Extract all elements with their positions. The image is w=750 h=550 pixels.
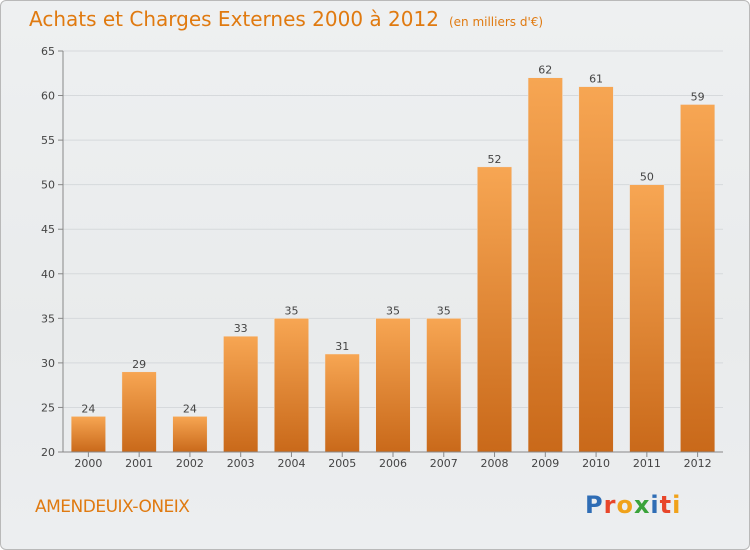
y-tick-label: 50	[41, 179, 55, 192]
chart-title: Achats et Charges Externes 2000 à 2012 (e…	[29, 7, 543, 31]
logo-letter: o	[616, 491, 634, 519]
x-tick-label-2011: 2011	[633, 457, 661, 470]
bar-2004	[273, 318, 309, 453]
x-tick-label-2008: 2008	[481, 457, 509, 470]
logo-letter: x	[633, 491, 651, 519]
data-label-2012: 59	[691, 90, 705, 103]
x-tick-label-2004: 2004	[277, 457, 305, 470]
chart-unit: (en milliers d'€)	[448, 15, 544, 29]
data-label-2002: 24	[183, 402, 197, 415]
x-tick-label-2012: 2012	[684, 457, 712, 470]
data-label-2008: 52	[488, 153, 502, 166]
y-tick-label: 35	[41, 312, 55, 325]
data-label-2006: 35	[386, 304, 400, 317]
x-tick-label-2010: 2010	[582, 457, 610, 470]
data-label-2009: 62	[538, 64, 552, 77]
bar-2007	[426, 318, 462, 453]
bar-2001	[121, 371, 157, 453]
x-tick-label-2000: 2000	[74, 457, 102, 470]
x-tick-label-2009: 2009	[531, 457, 559, 470]
bar-2012	[680, 104, 716, 453]
y-tick-label: 20	[41, 446, 55, 459]
data-label-2000: 24	[81, 402, 95, 415]
y-tick-label: 60	[41, 90, 55, 103]
data-labels: 24 29 24 33 35 31 35 35 52 62 61 50 59	[81, 64, 704, 416]
bar-2003	[223, 335, 259, 453]
y-tick-label: 25	[41, 401, 55, 414]
bar-2002	[172, 416, 208, 453]
data-label-2005: 31	[335, 340, 349, 353]
data-label-2001: 29	[132, 358, 146, 371]
x-tick-label-2002: 2002	[176, 457, 204, 470]
y-tick-label: 45	[41, 223, 55, 236]
proxiti-logo[interactable]: Proxiti	[585, 491, 681, 519]
bar-2006	[375, 318, 411, 453]
y-tick-label: 55	[41, 134, 55, 147]
data-label-2004: 35	[284, 304, 298, 317]
commune-name: AMENDEUIX-ONEIX	[35, 497, 190, 517]
x-tick-label-2003: 2003	[227, 457, 255, 470]
axes: 20 25 30 35 40 45 50 55 60 65 2000 2001 2002 2003 2004…	[41, 45, 723, 470]
logo-letter: t	[659, 491, 673, 519]
logo-letter: r	[603, 491, 617, 519]
bars	[70, 77, 716, 453]
bar-2008	[477, 166, 513, 453]
bar-2011	[629, 184, 665, 453]
x-tick-label-2001: 2001	[125, 457, 153, 470]
chart-title-text: Achats et Charges Externes 2000 à 2012	[29, 7, 439, 31]
bar-2010	[578, 86, 614, 453]
x-tick-label-2005: 2005	[328, 457, 356, 470]
y-tick-label: 30	[41, 357, 55, 370]
y-tick-label: 65	[41, 45, 55, 58]
logo-letter: P	[585, 491, 604, 519]
bar-2000	[70, 416, 106, 453]
y-tick-label: 40	[41, 268, 55, 281]
logo-letter: i	[650, 491, 660, 519]
x-tick-label-2007: 2007	[430, 457, 458, 470]
x-tick-label-2006: 2006	[379, 457, 407, 470]
data-label-2007: 35	[437, 304, 451, 317]
data-label-2010: 61	[589, 73, 603, 86]
data-label-2003: 33	[234, 322, 248, 335]
data-label-2011: 50	[640, 171, 654, 184]
bar-2009	[527, 77, 563, 453]
bar-2005	[324, 353, 360, 453]
logo-letter: i	[672, 491, 682, 519]
